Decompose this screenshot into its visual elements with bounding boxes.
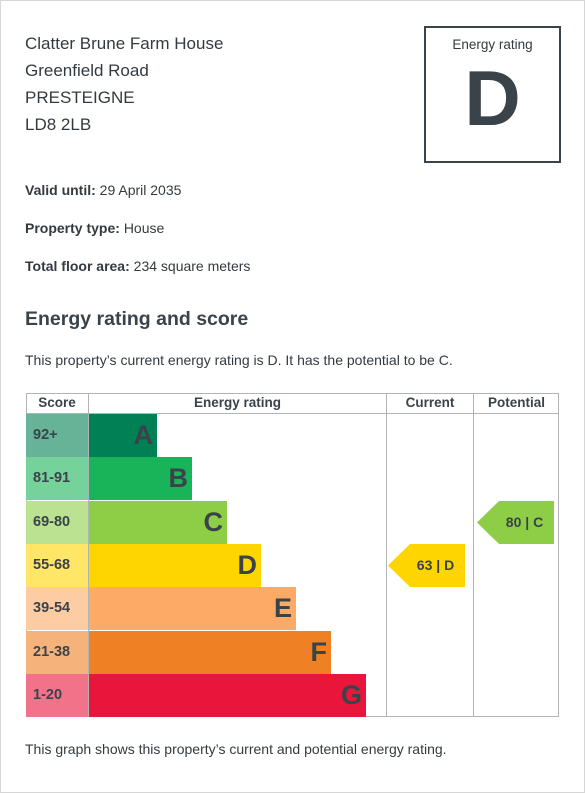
property-type-label: Property type: bbox=[25, 220, 120, 236]
address-line-2: Greenfield Road bbox=[25, 61, 149, 80]
chart-divider-rating bbox=[386, 393, 387, 717]
header-score: Score bbox=[38, 395, 76, 410]
section-heading: Energy rating and score bbox=[25, 308, 249, 330]
floor-area-label: Total floor area: bbox=[25, 258, 130, 274]
valid-until-label: Valid until: bbox=[25, 182, 96, 198]
valid-until-value: 29 April 2035 bbox=[99, 182, 182, 198]
chart-divider-score bbox=[88, 393, 89, 717]
chart-right-border bbox=[558, 393, 559, 717]
rating-bar-e: E bbox=[89, 587, 296, 630]
energy-rating-chart: Score Energy rating Current Potential 92… bbox=[26, 393, 559, 717]
rating-bar-d: D bbox=[89, 544, 261, 587]
address-line-1: Clatter Brune Farm House bbox=[25, 34, 224, 53]
rating-bar-b: B bbox=[89, 457, 192, 500]
score-band-b: 81-91 bbox=[26, 457, 88, 500]
score-band-f: 21-38 bbox=[26, 631, 88, 674]
rating-bar-g: G bbox=[89, 674, 366, 717]
property-address: Clatter Brune Farm House Greenfield Road… bbox=[25, 30, 223, 138]
chart-divider-current bbox=[473, 393, 474, 717]
energy-rating-box: Energy rating D bbox=[424, 26, 561, 163]
chart-header-divider bbox=[26, 413, 559, 414]
header-potential: Potential bbox=[487, 395, 545, 410]
rating-summary: This property’s current energy rating is… bbox=[25, 352, 453, 368]
header-energy-rating: Energy rating bbox=[193, 395, 282, 410]
potential-rating-arrow: 80 | C bbox=[477, 501, 554, 544]
chart-top-border bbox=[26, 393, 559, 394]
chart-caption: This graph shows this property’s current… bbox=[25, 741, 447, 757]
score-band-c: 69-80 bbox=[26, 501, 88, 544]
score-band-d: 55-68 bbox=[26, 544, 88, 587]
rating-bar-c: C bbox=[89, 501, 227, 544]
floor-area-value: 234 square meters bbox=[133, 258, 251, 274]
property-type: Property type: House bbox=[25, 220, 164, 236]
total-floor-area: Total floor area: 234 square meters bbox=[25, 258, 250, 274]
rating-bar-f: F bbox=[89, 631, 331, 674]
score-band-a: 92+ bbox=[26, 414, 88, 457]
energy-rating-letter: D bbox=[464, 54, 521, 142]
address-line-4: LD8 2LB bbox=[25, 115, 92, 134]
energy-rating-box-label: Energy rating bbox=[452, 37, 533, 52]
rating-bar-a: A bbox=[89, 414, 157, 457]
header-current: Current bbox=[405, 395, 455, 410]
current-rating-arrow: 63 | D bbox=[388, 544, 465, 587]
property-type-value: House bbox=[123, 220, 165, 236]
address-line-3: PRESTEIGNE bbox=[25, 88, 135, 107]
score-band-g: 1-20 bbox=[26, 674, 88, 717]
score-band-e: 39-54 bbox=[26, 587, 88, 630]
valid-until: Valid until: 29 April 2035 bbox=[25, 182, 181, 198]
